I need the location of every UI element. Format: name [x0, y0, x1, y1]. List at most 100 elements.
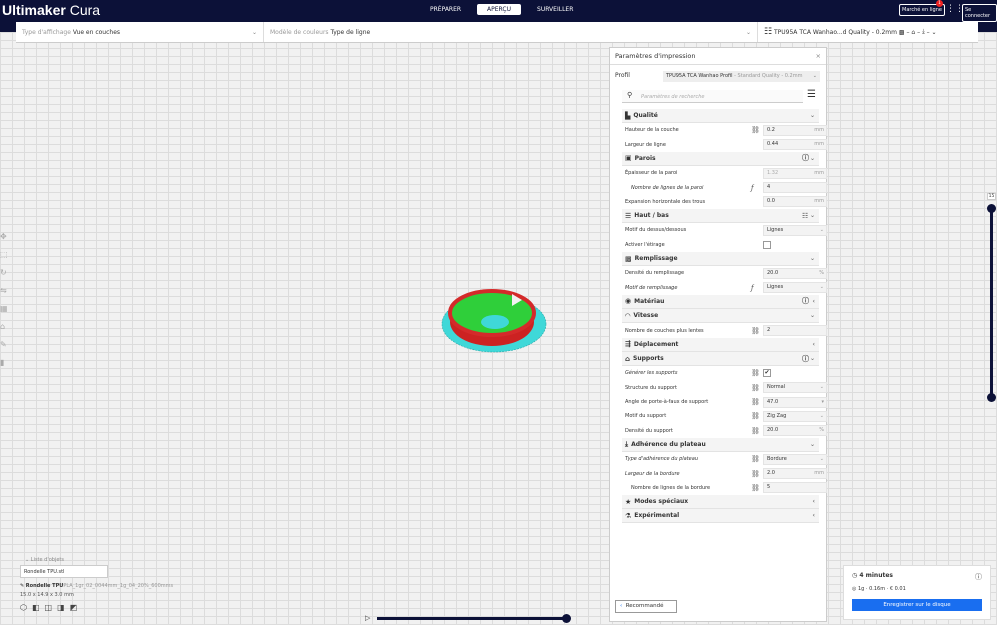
setting-value-field[interactable]: 20.0% — [763, 425, 827, 437]
path-slider-track[interactable] — [377, 617, 567, 620]
marketplace-button[interactable]: Marché en ligne — [899, 4, 945, 16]
mirror-icon[interactable]: ⇋ — [0, 286, 7, 295]
recommended-button[interactable]: ‹ Recommandé — [615, 600, 677, 613]
3d-view-icon[interactable]: ⬡ — [20, 603, 32, 612]
setting-value-field[interactable]: Bordure ⌄ — [763, 453, 827, 465]
pen-icon[interactable]: ✎ — [0, 340, 7, 349]
right-view-icon[interactable]: ◩ — [69, 603, 83, 612]
view-type-select[interactable]: Type d'affichage Vue en couches ⌄ — [16, 22, 264, 42]
setting-unit: mm — [814, 198, 824, 205]
search-input[interactable]: ⚲ Paramètres de recherche — [622, 90, 803, 103]
link-icon[interactable]: ⛓ — [751, 369, 760, 378]
link-icon[interactable]: ⛓ — [751, 326, 760, 335]
settings-category[interactable]: ☰ Haut / bas ☷ ⌄ — [622, 209, 819, 224]
view-toolbar: Type d'affichage Vue en couches ⌄ Modèle … — [16, 22, 978, 43]
setting-value-field[interactable]: Normal ⌄ — [763, 382, 827, 394]
chevron-left-icon: ‹ — [812, 340, 815, 348]
signin-button[interactable]: Se connecter — [962, 4, 997, 22]
link-icon[interactable]: ⛓ — [751, 383, 760, 392]
setting-value-field[interactable]: 0.44 mm — [763, 139, 827, 151]
settings-category[interactable]: ◠ Vitesse ⌄ — [622, 309, 819, 324]
setting-value-field[interactable]: 20.0% — [763, 267, 827, 279]
color-scheme-select[interactable]: Modèle de couleurs Type de ligne ⌄ — [264, 22, 758, 42]
settings-category[interactable]: ▣ Parois ⓘ ⌄ — [622, 151, 819, 166]
settings-category[interactable]: ⌂ Supports ⓘ ⌄ — [622, 352, 819, 367]
per-model-settings-icon[interactable]: ▦ — [0, 304, 8, 313]
close-icon[interactable]: × — [815, 52, 821, 60]
menu-icon[interactable]: ☰ — [807, 89, 816, 100]
settings-icon[interactable]: ☷ — [802, 211, 809, 220]
object-list-label: Liste d'objets — [30, 557, 64, 563]
rotate-icon[interactable]: ↻ — [0, 268, 7, 277]
spinner-icon[interactable]: ▾ — [821, 398, 824, 405]
setting-value-field[interactable]: 2 — [763, 325, 827, 336]
object-list-toggle[interactable]: ⌄ Liste d'objets — [25, 557, 64, 563]
settings-category[interactable]: ⚗ Expérimental ‹ — [622, 509, 819, 524]
layer-slider-bottom-handle[interactable] — [987, 393, 996, 402]
info-icon[interactable]: ⓘ — [802, 297, 809, 306]
tab-monitor[interactable]: SURVEILLER — [537, 6, 574, 13]
link-icon[interactable]: ⛓ — [751, 455, 760, 464]
layer-slider-top-handle[interactable] — [987, 204, 996, 213]
category-icon: ◠ — [625, 311, 631, 320]
chevron-down-icon: ⌄ — [819, 384, 824, 391]
setting-value-field[interactable]: Lignes ⌄ — [763, 224, 827, 236]
support-blocker-icon[interactable]: ⌂ — [0, 322, 6, 331]
category-icon: ⚗ — [625, 511, 632, 520]
setting-label: Nombre de lignes de la bordure — [631, 484, 711, 491]
link-icon[interactable]: ⛓ — [751, 398, 760, 406]
job-name[interactable]: PLA_1gr_02_0044mm_1g_04_20%_600mms — [63, 583, 174, 589]
save-to-disk-button[interactable]: Enregistrer sur le disque — [852, 599, 982, 611]
settings-category[interactable]: ▩ Remplissage ⌄ — [622, 252, 819, 266]
top-view-icon[interactable]: ◫ — [44, 603, 58, 612]
setting-value-field[interactable]: 0.2 mm — [763, 124, 827, 136]
move-icon[interactable]: ✥ — [0, 232, 7, 241]
path-slider-handle[interactable] — [562, 614, 571, 623]
function-icon[interactable]: ƒ — [751, 283, 754, 292]
object-list-item[interactable]: Rondelle TPU.stl — [20, 565, 108, 578]
search-icon: ⚲ — [627, 91, 633, 99]
layer-slider-track[interactable] — [990, 205, 993, 398]
settings-category[interactable]: ▙ Qualité ⌄ — [622, 109, 819, 123]
settings-category[interactable]: ⤓ Adhérence du plateau ⌄ — [622, 437, 819, 452]
setting-value-field[interactable]: 0.0 mm — [763, 196, 827, 208]
tab-prepare[interactable]: PRÉPARER — [430, 6, 462, 13]
setting-value-field[interactable]: 1.32 mm — [763, 167, 827, 179]
link-icon[interactable]: ⛓ — [751, 126, 760, 135]
profile-select[interactable]: TPU95A TCA Wanhao Profil - Standard Qual… — [663, 71, 820, 82]
setting-checkbox[interactable]: ✔ — [763, 369, 771, 378]
panel-title: Paramètres d'impression — [615, 52, 696, 60]
info-icon[interactable]: ⓘ — [802, 154, 809, 163]
function-icon[interactable]: ƒ — [751, 183, 754, 192]
front-view-icon[interactable]: ◧ — [31, 603, 45, 612]
setting-value-field[interactable]: 2.0 mm — [763, 468, 827, 479]
apps-grid-icon[interactable]: ⋮⋮ — [946, 4, 964, 14]
setting-value-field[interactable]: Zig Zag ⌄ — [763, 410, 827, 422]
setting-value-field[interactable]: Lignes ⌄ — [763, 282, 827, 294]
setting-row: Angle de porte-à-faux de support ⛓ 47.0 ▾ — [622, 395, 827, 409]
setting-value-field[interactable]: 5 — [763, 482, 827, 494]
info-icon[interactable]: ⓘ — [975, 573, 982, 581]
link-icon[interactable]: ⛓ — [751, 412, 760, 421]
link-icon[interactable]: ⛓ — [751, 426, 760, 435]
category-label: Qualité — [633, 112, 658, 119]
edit-icon: ✎ — [20, 583, 25, 589]
play-icon[interactable]: ▷ — [365, 614, 371, 622]
link-icon[interactable]: ⛓ — [751, 469, 760, 478]
tab-preview[interactable]: APERÇU — [477, 4, 522, 15]
settings-category[interactable]: ★ Modes spéciaux ‹ — [622, 495, 819, 510]
scale-icon[interactable]: ⬚ — [0, 250, 8, 259]
setting-value-field[interactable]: 47.0 ▾ — [763, 396, 827, 408]
print-setup-selector[interactable]: ☷ TPU95A TCA Wanhao...d Quality - 0.2mm … — [764, 27, 937, 37]
link-icon[interactable]: ⛓ — [751, 483, 760, 492]
setting-value-field[interactable]: 4 — [763, 182, 827, 193]
notification-badge: 1 — [936, 0, 943, 7]
settings-category[interactable]: ◉ Matériau ⓘ ‹ — [622, 294, 819, 309]
setting-checkbox[interactable] — [763, 240, 771, 249]
settings-category[interactable]: ⇶ Déplacement ‹ — [622, 337, 819, 352]
trash-icon[interactable]: ▮ — [0, 358, 5, 367]
info-icon[interactable]: ⓘ — [802, 354, 809, 363]
chevron-down-icon: ⌄ — [809, 312, 815, 320]
left-view-icon[interactable]: ◨ — [57, 603, 70, 612]
